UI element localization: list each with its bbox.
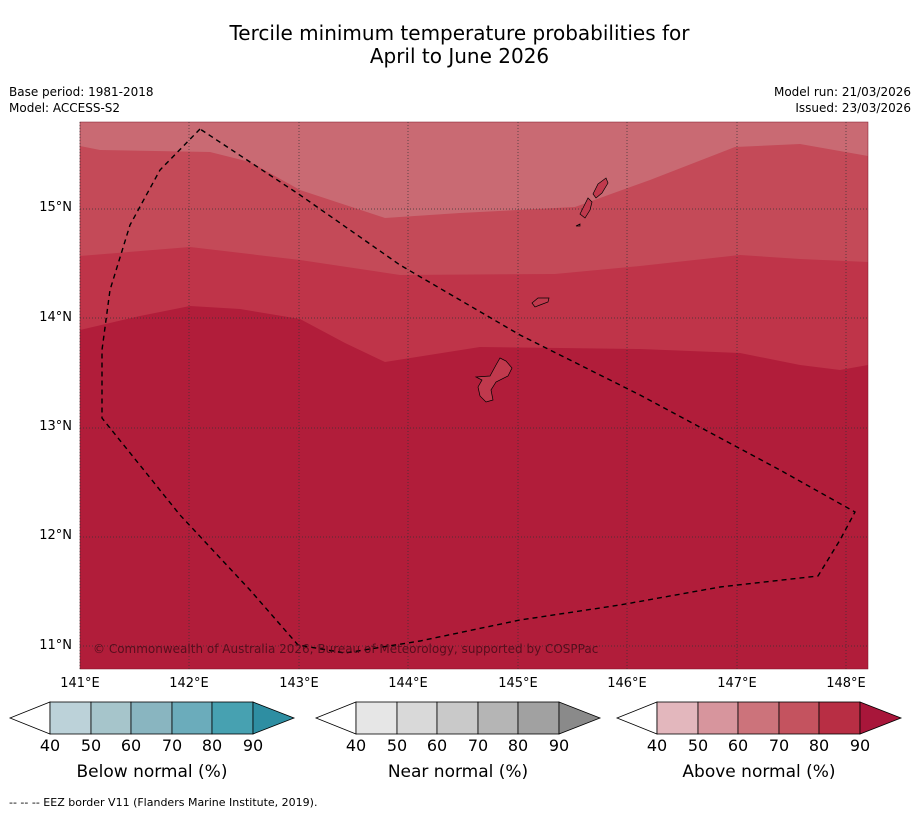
rota-island bbox=[531, 297, 550, 308]
cbar-near-bin-3 bbox=[436, 701, 479, 735]
lat-label-11n: 11°N bbox=[39, 638, 72, 653]
cbar-below-bin-5 bbox=[211, 701, 254, 735]
cbar-above-bin-3 bbox=[737, 701, 780, 735]
near-tick: 40 bbox=[345, 736, 367, 755]
colorbar-near-normal bbox=[314, 701, 602, 735]
aguijan-islet bbox=[575, 223, 581, 227]
band-90-plus bbox=[80, 306, 868, 669]
cbar-above-extend-high bbox=[859, 701, 903, 735]
near-tick: 90 bbox=[548, 736, 570, 755]
cbar-near-extend-low bbox=[314, 701, 357, 735]
above-tick: 70 bbox=[768, 736, 790, 755]
cbar-below-bin-4 bbox=[171, 701, 213, 735]
tinian-island bbox=[579, 197, 593, 219]
colorbar-above-normal bbox=[615, 701, 903, 735]
near-normal-label: Near normal (%) bbox=[387, 762, 529, 782]
cbar-near-bin-2 bbox=[396, 701, 438, 735]
below-tick: 80 bbox=[201, 736, 223, 755]
above-normal-label: Above normal (%) bbox=[682, 762, 836, 782]
below-normal-label: Below normal (%) bbox=[76, 762, 228, 782]
cbar-below-bin-3 bbox=[130, 701, 173, 735]
cbar-below-extend-high bbox=[252, 701, 296, 735]
lon-label-145e: 145°E bbox=[498, 676, 538, 691]
cbar-above-bin-1 bbox=[656, 701, 699, 735]
cbar-near-bin-4 bbox=[477, 701, 519, 735]
lon-label-148e: 148°E bbox=[826, 676, 866, 691]
model-run-text: Model run: 21/03/2026 bbox=[773, 85, 911, 99]
near-tick: 70 bbox=[467, 736, 489, 755]
above-tick: 60 bbox=[727, 736, 749, 755]
base-period-text: Base period: 1981-2018 bbox=[9, 85, 154, 99]
chart-title: Tercile minimum temperature probabilitie… bbox=[0, 22, 919, 68]
below-tick: 90 bbox=[242, 736, 264, 755]
below-tick: 40 bbox=[39, 736, 61, 755]
cbar-above-bin-4 bbox=[778, 701, 820, 735]
colorbar-below-normal bbox=[8, 701, 296, 735]
lon-label-144e: 144°E bbox=[388, 676, 428, 691]
model-text: Model: ACCESS-S2 bbox=[9, 101, 121, 115]
title-line-2: April to June 2026 bbox=[369, 44, 550, 68]
map-area bbox=[80, 122, 868, 669]
cbar-near-bin-5 bbox=[517, 701, 560, 735]
cbar-near-bin-1 bbox=[355, 701, 398, 735]
lon-label-146e: 146°E bbox=[607, 676, 647, 691]
above-tick: 80 bbox=[808, 736, 830, 755]
cbar-above-bin-5 bbox=[818, 701, 861, 735]
eez-border bbox=[101, 128, 856, 654]
cbar-near-extend-high bbox=[558, 701, 602, 735]
lon-label-143e: 143°E bbox=[279, 676, 319, 691]
lon-label-141e: 141°E bbox=[60, 676, 100, 691]
below-tick: 60 bbox=[120, 736, 142, 755]
near-tick: 50 bbox=[386, 736, 408, 755]
cbar-above-extend-low bbox=[615, 701, 658, 735]
near-tick: 80 bbox=[507, 736, 529, 755]
near-tick: 60 bbox=[426, 736, 448, 755]
issued-text: Issued: 23/03/2026 bbox=[795, 101, 911, 115]
lon-label-142e: 142°E bbox=[169, 676, 209, 691]
below-tick: 70 bbox=[161, 736, 183, 755]
cbar-below-bin-1 bbox=[49, 701, 92, 735]
above-tick: 90 bbox=[849, 736, 871, 755]
lat-label-15n: 15°N bbox=[39, 200, 72, 215]
lat-label-14n: 14°N bbox=[39, 310, 72, 325]
title-line-1: Tercile minimum temperature probabilitie… bbox=[229, 21, 690, 45]
eez-footnote: -- -- -- EEZ border V11 (Flanders Marine… bbox=[9, 796, 318, 809]
cbar-above-bin-2 bbox=[697, 701, 739, 735]
lat-label-13n: 13°N bbox=[39, 419, 72, 434]
above-tick: 40 bbox=[646, 736, 668, 755]
lon-label-147e: 147°E bbox=[717, 676, 757, 691]
above-tick: 50 bbox=[687, 736, 709, 755]
cbar-below-bin-2 bbox=[90, 701, 132, 735]
below-tick: 50 bbox=[80, 736, 102, 755]
cbar-below-extend-low bbox=[8, 701, 51, 735]
meta-left: Base period: 1981-2018 Model: ACCESS-S2 bbox=[9, 84, 154, 116]
meta-right: Model run: 21/03/2026 Issued: 23/03/2026 bbox=[774, 84, 911, 116]
islands bbox=[474, 177, 609, 403]
lat-label-12n: 12°N bbox=[39, 528, 72, 543]
saipan-island bbox=[592, 177, 609, 199]
copyright-text: © Commonwealth of Australia 2026, Bureau… bbox=[93, 642, 598, 656]
graticule bbox=[79, 122, 868, 669]
guam-island bbox=[474, 357, 513, 403]
